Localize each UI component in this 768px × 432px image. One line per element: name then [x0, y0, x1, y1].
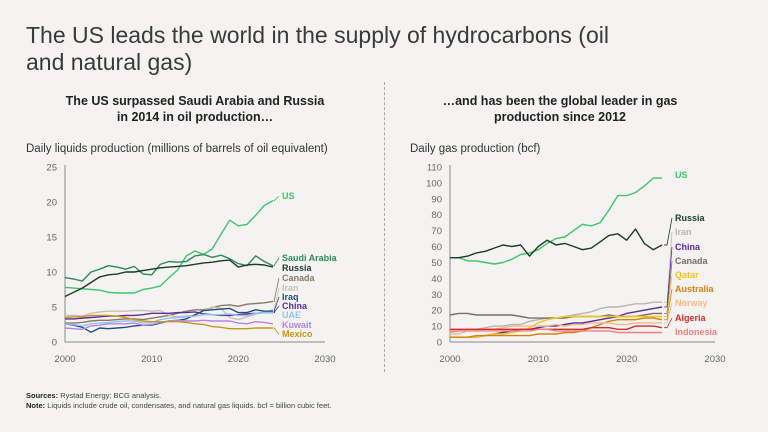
- chart-0-series-label: Iraq: [282, 292, 299, 302]
- chart-1-y-tick-label: 10: [431, 322, 442, 333]
- chart-1-series-label: Australia: [675, 284, 715, 294]
- chart-1-leader-line: [664, 217, 673, 246]
- note-label: Note:: [26, 401, 46, 410]
- chart-0-series-label: Canada: [282, 273, 316, 283]
- chart-0-y-tick-label: 0: [52, 338, 57, 349]
- chart-1-series-line-algeria: [450, 325, 663, 330]
- sources-label: Sources:: [26, 391, 59, 400]
- chart-1-series-line-australia: [450, 317, 663, 338]
- chart-0-leader-line: [273, 257, 280, 267]
- chart-0-series-label: Mexico: [282, 329, 313, 339]
- chart-0-series-line-us: [64, 199, 274, 294]
- chart-1-series-line-russia: [450, 228, 663, 259]
- chart-1-series-line-indonesia: [450, 328, 662, 334]
- chart-0-series-label: UAE: [282, 310, 301, 320]
- chart-0-series-line-russia: [64, 259, 274, 298]
- chart-1-leader-line: [664, 246, 673, 308]
- chart-0-x-tick-label: 2010: [141, 354, 162, 365]
- chart-0-x-tick-label: 2030: [314, 354, 335, 365]
- right-y-axis-label: Daily gas production (bcf): [410, 143, 541, 155]
- chart-1-series-label: US: [675, 170, 688, 180]
- chart-1-y-tick-label: 0: [437, 338, 442, 349]
- chart-0-y-tick-label: 25: [46, 163, 57, 174]
- chart-1-leader-line: [664, 302, 673, 324]
- chart-0-y-tick-label: 15: [46, 233, 57, 244]
- chart-1-x-tick-label: 2020: [616, 354, 637, 365]
- chart-0-series-line-saudi-arabia: [64, 253, 274, 282]
- footnotes: Sources: Rystad Energy; BCG analysis. No…: [26, 391, 331, 411]
- chart-1-y-tick-label: 80: [431, 210, 442, 221]
- chart-0-series-label: Saudi Arabia: [282, 253, 338, 263]
- chart-0-x-tick-label: 2000: [54, 354, 75, 365]
- chart-1-series-label: Iran: [675, 227, 692, 237]
- chart-1-y-tick-label: 60: [431, 242, 442, 253]
- left-y-axis-label: Daily liquids production (millions of ba…: [26, 143, 328, 155]
- chart-1-y-tick-label: 20: [431, 306, 442, 317]
- chart-1-x-tick-label: 2000: [439, 354, 460, 365]
- chart-1-series-label: China: [675, 242, 701, 252]
- chart-1-y-tick-label: 110: [427, 163, 442, 174]
- sources-text: Rystad Energy; BCG analysis.: [60, 391, 162, 400]
- chart-0-series-line-iran: [65, 306, 274, 321]
- chart-1-leader-line: [664, 317, 673, 329]
- chart-0-y-tick-label: 20: [46, 198, 57, 209]
- chart-0-y-tick-label: 10: [46, 268, 57, 279]
- chart-1-series-label: Norway: [675, 298, 708, 308]
- chart-1-series-line-us: [450, 177, 662, 265]
- chart-1-y-tick-label: 100: [426, 178, 442, 189]
- chart-0-series-label: Russia: [282, 263, 313, 273]
- chart-0-series-label: US: [282, 191, 295, 201]
- chart-0-series-label: Iran: [282, 283, 299, 293]
- chart-1-leader-line: [664, 274, 673, 317]
- chart-1-y-tick-label: 30: [431, 290, 442, 301]
- chart-1-series-label: Qatar: [675, 270, 699, 280]
- chart-0-series-line-uae: [64, 311, 273, 327]
- chart-0-series-label: China: [282, 301, 308, 311]
- chart-0-leader-line: [272, 195, 280, 202]
- chart-1-leader-line: [664, 288, 673, 321]
- chart-0-series-label: Kuwait: [282, 320, 312, 330]
- chart-1-y-tick-label: 50: [431, 258, 442, 269]
- chart-1-x-tick-label: 2010: [528, 354, 549, 365]
- chart-1-series-label: Algeria: [675, 313, 707, 323]
- divider: [384, 82, 385, 372]
- page-title: The US leads the world in the supply of …: [26, 22, 609, 75]
- right-chart-subtitle: …and has been the global leader in gas p…: [442, 94, 678, 124]
- note-text: Liquids include crude oil, condensates, …: [47, 401, 332, 410]
- chart-0-series-line-mexico: [64, 314, 273, 330]
- chart-0-leader-line: [273, 327, 280, 335]
- chart-1-y-tick-label: 40: [431, 274, 442, 285]
- chart-1-x-tick-label: 2030: [704, 354, 725, 365]
- chart-0-x-tick-label: 2020: [228, 354, 249, 365]
- chart-1-y-tick-label: 90: [431, 194, 442, 205]
- chart-1-y-tick-label: 70: [431, 226, 442, 237]
- chart-1-series-label: Russia: [675, 213, 706, 223]
- chart-0-leader-line: [273, 305, 280, 314]
- chart-1-series-label: Indonesia: [675, 327, 718, 337]
- left-chart-subtitle: The US surpassed Saudi Arabia and Russia…: [65, 94, 325, 124]
- chart-0-y-tick-label: 5: [52, 303, 57, 314]
- chart-0-leader-line: [273, 277, 280, 302]
- chart-1-series-label: Canada: [675, 256, 709, 266]
